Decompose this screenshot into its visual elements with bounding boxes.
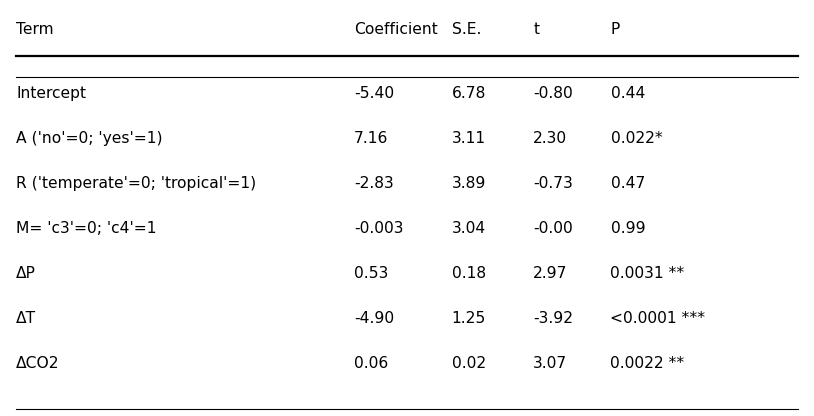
Text: Term: Term [16,22,54,37]
Text: ΔCO2: ΔCO2 [16,356,59,371]
Text: 3.07: 3.07 [533,356,567,371]
Text: ΔP: ΔP [16,266,36,281]
Text: Intercept: Intercept [16,86,86,101]
Text: 0.18: 0.18 [452,266,486,281]
Text: A ('no'=0; 'yes'=1): A ('no'=0; 'yes'=1) [16,131,163,146]
Text: 3.89: 3.89 [452,176,486,191]
Text: 3.04: 3.04 [452,221,486,236]
Text: -0.80: -0.80 [533,86,573,101]
Text: -3.92: -3.92 [533,311,573,326]
Text: 0.0022 **: 0.0022 ** [610,356,685,371]
Text: -4.90: -4.90 [354,311,394,326]
Text: 0.0031 **: 0.0031 ** [610,266,685,281]
Text: -0.00: -0.00 [533,221,573,236]
Text: 6.78: 6.78 [452,86,486,101]
Text: Coefficient: Coefficient [354,22,438,37]
Text: -0.003: -0.003 [354,221,404,236]
Text: -2.83: -2.83 [354,176,394,191]
Text: 0.47: 0.47 [610,176,645,191]
Text: S.E.: S.E. [452,22,481,37]
Text: 0.06: 0.06 [354,356,388,371]
Text: t: t [533,22,539,37]
Text: R ('temperate'=0; 'tropical'=1): R ('temperate'=0; 'tropical'=1) [16,176,256,191]
Text: P: P [610,22,619,37]
Text: 0.44: 0.44 [610,86,645,101]
Text: 2.97: 2.97 [533,266,567,281]
Text: 0.022*: 0.022* [610,131,663,146]
Text: -5.40: -5.40 [354,86,394,101]
Text: 2.30: 2.30 [533,131,567,146]
Text: <0.0001 ***: <0.0001 *** [610,311,706,326]
Text: 0.53: 0.53 [354,266,388,281]
Text: 0.99: 0.99 [610,221,646,236]
Text: 7.16: 7.16 [354,131,388,146]
Text: M= 'c3'=0; 'c4'=1: M= 'c3'=0; 'c4'=1 [16,221,157,236]
Text: 1.25: 1.25 [452,311,486,326]
Text: 3.11: 3.11 [452,131,486,146]
Text: -0.73: -0.73 [533,176,573,191]
Text: 0.02: 0.02 [452,356,486,371]
Text: ΔT: ΔT [16,311,37,326]
